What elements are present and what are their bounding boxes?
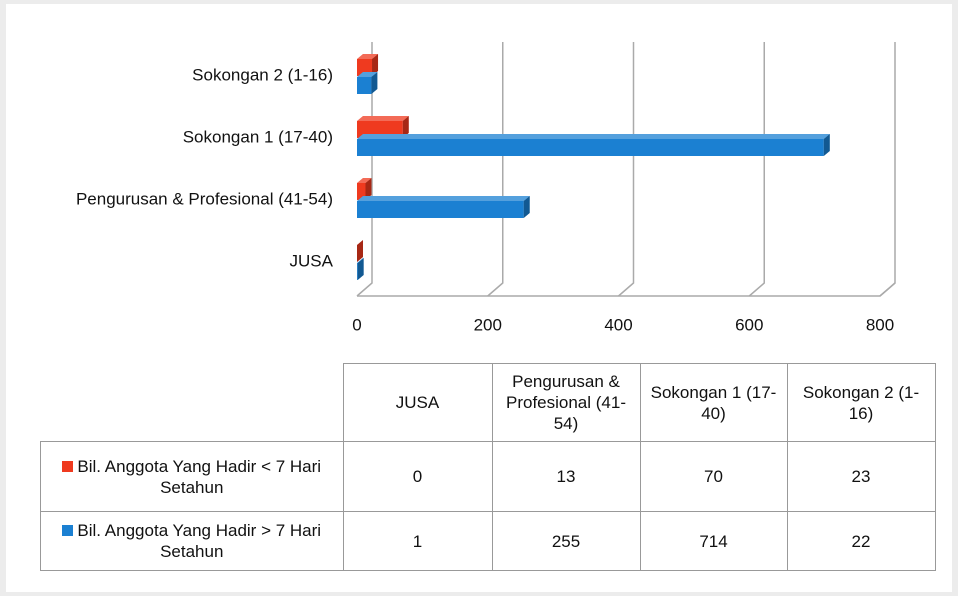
- legend-cell: Bil. Anggota Yang Hadir < 7 Hari Setahun: [40, 441, 344, 512]
- legend-cell: Bil. Anggota Yang Hadir > 7 Hari Setahun: [40, 511, 344, 571]
- y-tick-label: Sokongan 1 (17-40): [182, 127, 333, 147]
- table-value: 22: [786, 511, 936, 571]
- x-tick-label: 200: [474, 315, 502, 334]
- table-value: 13: [491, 441, 641, 512]
- bar-side: [402, 116, 409, 138]
- bar: [357, 72, 378, 94]
- bar: [357, 116, 409, 138]
- x-tick-label: 800: [866, 315, 894, 334]
- bar-top-shade: [357, 134, 830, 139]
- y-tick-label: JUSA: [289, 251, 333, 271]
- bar-top-shade: [357, 54, 379, 59]
- bar: [357, 258, 364, 280]
- bar-front: [357, 183, 366, 200]
- table-value: 1: [342, 511, 493, 571]
- bar-side-shade: [365, 178, 372, 200]
- bar-top: [357, 178, 372, 183]
- table-header-cell: Sokongan 1 (17-40): [639, 363, 788, 442]
- table-value: 23: [786, 441, 936, 512]
- bar-side: [365, 178, 372, 200]
- bar-side: [357, 240, 363, 262]
- chart: 0 200 400 600 800: [352, 42, 896, 334]
- y-tick-label: Pengurusan & Profesional (41-54): [75, 189, 333, 209]
- table-value: 714: [639, 511, 788, 571]
- bar: [357, 134, 830, 156]
- table-header-cell: Sokongan 2 (1-16): [786, 363, 936, 442]
- data-table: JUSA Pengurusan & Profesional (41-54) Soko…: [40, 363, 936, 571]
- bar: [357, 196, 530, 218]
- bar-top: [357, 54, 379, 59]
- bar-top-shade: [357, 72, 378, 77]
- grid-line: [618, 42, 635, 297]
- bar: [357, 240, 363, 262]
- bar-front: [357, 121, 403, 138]
- table-value: 0: [342, 441, 493, 512]
- table-header-row: JUSA Pengurusan & Profesional (41-54) Soko…: [40, 363, 936, 442]
- table-corner: [40, 363, 344, 442]
- bar-top: [357, 72, 378, 77]
- grid-line: [879, 42, 896, 297]
- bar-front: [357, 263, 358, 280]
- bar-side-shade: [523, 196, 530, 218]
- x-tick-label: 600: [735, 315, 763, 334]
- grid-line: [748, 42, 765, 297]
- bar-top-shade: [357, 178, 372, 183]
- legend-key: [62, 525, 74, 536]
- bar-side: [371, 72, 378, 94]
- bar: [357, 178, 372, 200]
- bar-top: [357, 196, 530, 201]
- bar: [357, 54, 379, 76]
- bar-side-shade: [402, 116, 409, 138]
- x-tick-label: 0: [352, 315, 361, 334]
- bar-top: [357, 258, 364, 263]
- bar-front: [357, 77, 372, 94]
- legend-label: Bil. Anggota Yang Hadir > 7 Hari Setahun: [77, 521, 322, 561]
- x-tick-label: 400: [604, 315, 632, 334]
- table-header-cell: Pengurusan & Profesional (41-54): [491, 363, 641, 442]
- table-header-cell: JUSA: [342, 363, 493, 442]
- grid-line: [487, 42, 504, 297]
- bar-side-shade: [372, 54, 379, 76]
- bar-side: [823, 134, 830, 156]
- bar-top: [357, 116, 409, 121]
- table-row: Bil. Anggota Yang Hadir > 7 Hari Setahun…: [40, 511, 936, 571]
- bar-side: [357, 258, 364, 280]
- bar-side-shade: [357, 240, 363, 262]
- legend-key: [62, 460, 74, 472]
- bar-top-shade: [357, 196, 530, 201]
- bar-side-shade: [371, 72, 378, 94]
- bar-top-shade: [357, 116, 409, 121]
- legend-label: Bil. Anggota Yang Hadir < 7 Hari Setahun: [77, 456, 322, 497]
- bar-top-shade: [357, 258, 364, 263]
- table-value: 255: [491, 511, 641, 571]
- bar-side-shade: [357, 258, 364, 280]
- table-value: 70: [639, 441, 788, 512]
- bar-side: [372, 54, 379, 76]
- bar-front: [357, 59, 373, 76]
- bar-front: [357, 139, 824, 156]
- y-tick-label: Sokongan 2 (1-16): [192, 65, 333, 85]
- table-row: Bil. Anggota Yang Hadir < 7 Hari Setahun…: [40, 441, 936, 512]
- bar-top: [357, 134, 830, 139]
- bar-side: [523, 196, 530, 218]
- bar-front: [357, 201, 524, 218]
- bar-side-shade: [823, 134, 830, 156]
